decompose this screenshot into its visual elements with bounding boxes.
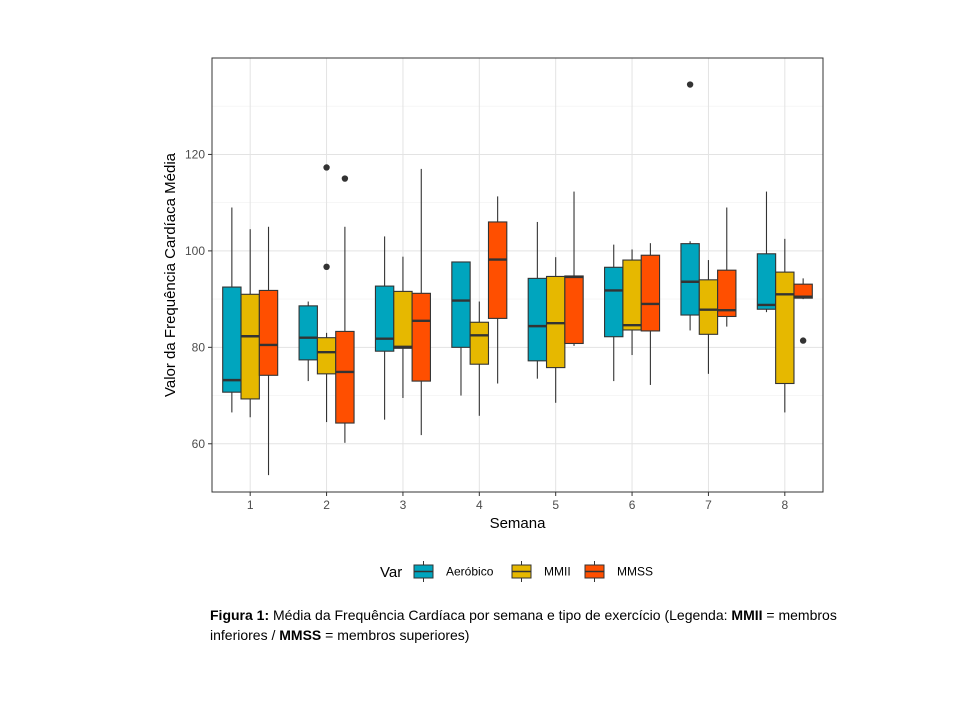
caption-text-2: = membros inferiores / bbox=[210, 607, 837, 643]
box-mmii-week-4 bbox=[469, 301, 490, 416]
box-iqr bbox=[680, 243, 700, 316]
x-axis-ticks: 1 2 3 4 5 6 7 8 bbox=[247, 492, 788, 512]
box-iqr bbox=[316, 337, 337, 375]
outlier-point bbox=[341, 175, 349, 182]
x-tick-label: 6 bbox=[629, 498, 636, 512]
x-tick-label: 3 bbox=[400, 498, 407, 512]
box-iqr bbox=[222, 286, 242, 393]
box-mmss-week-1 bbox=[258, 226, 279, 476]
outlier-point bbox=[799, 337, 807, 344]
outlier-point bbox=[686, 81, 694, 88]
figure-caption: Figura 1: Média da Frequência Cardíaca p… bbox=[210, 605, 860, 645]
legend-item-aer-bico: Aeróbico bbox=[413, 561, 494, 582]
y-tick-label: 100 bbox=[185, 244, 205, 258]
caption-text-3: = membros superiores) bbox=[321, 627, 470, 643]
box-iqr bbox=[469, 321, 490, 365]
heart-rate-boxplot-chart: 60 80 100 120 1 2 3 4 5 6 7 8 Semana Valor da Freq… bbox=[162, 57, 824, 582]
legend-label: MMII bbox=[544, 565, 571, 579]
y-tick-label: 80 bbox=[192, 340, 206, 354]
box-mmss-week-2 bbox=[335, 175, 355, 443]
box-iqr bbox=[545, 275, 566, 369]
y-axis-title: Valor da Frequência Cardíaca Média bbox=[162, 152, 179, 397]
y-tick-label: 120 bbox=[185, 147, 205, 161]
x-tick-label: 1 bbox=[247, 498, 254, 512]
box-iqr bbox=[411, 292, 431, 382]
box-iqr bbox=[374, 285, 395, 352]
outlier-point bbox=[323, 164, 330, 171]
box-iqr bbox=[698, 279, 719, 335]
box-aer-bico-week-3 bbox=[374, 236, 395, 420]
box-mmss-week-8 bbox=[793, 278, 813, 344]
x-tick-label: 2 bbox=[323, 498, 330, 512]
box-mmii-week-8 bbox=[775, 238, 795, 413]
box-iqr bbox=[775, 271, 795, 385]
x-axis-title: Semana bbox=[490, 515, 547, 532]
x-tick-label: 8 bbox=[781, 498, 788, 512]
box-iqr bbox=[298, 305, 318, 361]
box-aer-bico-week-2 bbox=[298, 301, 318, 382]
box-iqr bbox=[527, 277, 548, 362]
legend-label: MMSS bbox=[617, 565, 653, 579]
box-mmii-week-1 bbox=[240, 229, 260, 418]
box-iqr bbox=[564, 275, 584, 345]
box-aer-bico-week-5 bbox=[527, 221, 548, 379]
box-aer-bico-week-6 bbox=[604, 244, 624, 382]
box-iqr bbox=[717, 269, 737, 318]
box-mmss-week-3 bbox=[411, 168, 431, 436]
legend-item-mmii: MMII bbox=[511, 561, 571, 582]
box-iqr bbox=[793, 283, 813, 299]
box-iqr bbox=[393, 290, 413, 349]
caption-text-1: Média da Frequência Cardíaca por semana … bbox=[269, 607, 732, 623]
box-layer bbox=[222, 81, 813, 476]
x-tick-label: 7 bbox=[705, 498, 712, 512]
box-aer-bico-week-4 bbox=[451, 261, 471, 396]
y-axis-ticks: 60 80 100 120 bbox=[185, 147, 212, 451]
caption-label: Figura 1: bbox=[210, 607, 270, 623]
box-aer-bico-week-7 bbox=[680, 81, 700, 331]
box-iqr bbox=[335, 330, 355, 424]
legend-label: Aeróbico bbox=[446, 565, 494, 579]
box-iqr bbox=[258, 289, 279, 376]
y-tick-label: 60 bbox=[192, 437, 206, 451]
box-iqr bbox=[487, 221, 508, 319]
caption-mmii: MMII bbox=[731, 607, 763, 623]
plot-panel-border bbox=[211, 57, 824, 493]
box-mmss-week-4 bbox=[487, 196, 508, 384]
box-mmss-week-7 bbox=[717, 207, 737, 327]
box-iqr bbox=[240, 293, 260, 400]
box-mmii-week-2 bbox=[316, 164, 337, 423]
legend-item-mmss: MMSS bbox=[584, 561, 653, 582]
outlier-point bbox=[323, 263, 330, 271]
legend-title: Var bbox=[380, 564, 402, 581]
box-mmss-week-5 bbox=[564, 191, 584, 346]
box-mmss-week-6 bbox=[640, 243, 661, 385]
box-iqr bbox=[451, 261, 471, 348]
box-iqr bbox=[604, 266, 624, 338]
legend: Var Aeróbico MMII MMSS bbox=[380, 561, 653, 582]
box-iqr bbox=[622, 259, 642, 331]
x-tick-label: 5 bbox=[552, 498, 559, 512]
box-iqr bbox=[756, 253, 777, 310]
x-tick-label: 4 bbox=[476, 498, 483, 512]
box-iqr bbox=[640, 254, 661, 332]
caption-mmss: MMSS bbox=[279, 627, 322, 643]
